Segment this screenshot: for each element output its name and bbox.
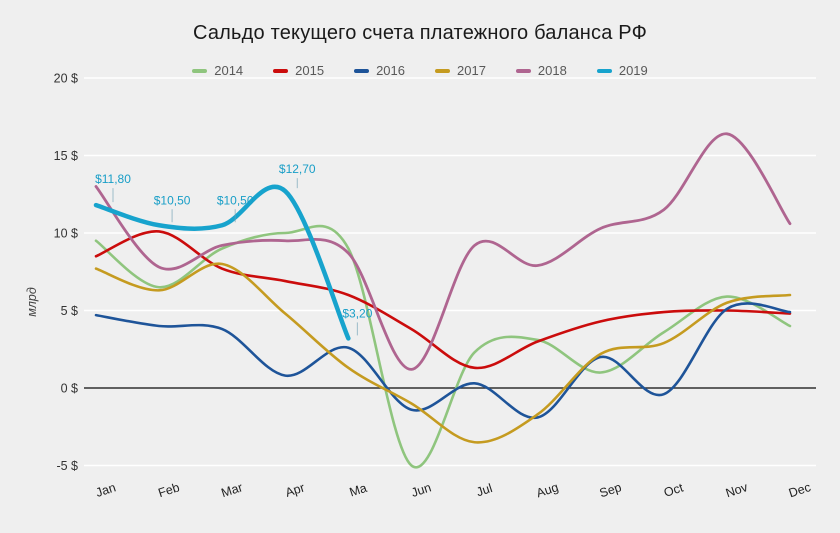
legend-label: 2016 [376,63,405,78]
y-tick-label: -5 $ [56,459,78,473]
x-tick-label: Oct [662,480,685,499]
legend-label: 2017 [457,63,486,78]
chart-title: Сальдо текущего счета платежного баланса… [192,22,648,44]
legend-swatch-2017 [435,68,450,73]
x-tick-label: Ma [348,481,369,500]
y-axis-title: млрд [25,287,39,317]
legend-swatch-2014 [192,68,208,73]
x-tick-label: Dec [787,480,812,500]
annotation-label: $10,50 [154,193,191,207]
series-line-2019 [93,184,351,341]
x-tick-label: Mar [220,480,245,500]
annotation-label: $11,80 [95,172,131,186]
legend-item-2018[interactable]: 2018 [515,63,567,78]
y-tick-label: 20 $ [54,72,78,86]
y-tick-label: 10 $ [54,227,78,241]
legend-swatch-2015 [273,68,289,73]
legend-item-2016[interactable]: 2016 [354,63,405,78]
x-tick-label: Jul [475,481,495,499]
legend-item-2019[interactable]: 2019 [596,63,648,78]
legend-item-2015[interactable]: 2015 [273,63,324,78]
x-tick-label: Aug [535,480,561,500]
x-tick-label: Apr [284,481,307,500]
legend-label: 2018 [537,63,567,78]
legend-item-2017[interactable]: 2017 [435,63,486,78]
x-tick-label: Jan [94,480,118,500]
annotation-label: $3,20 [342,306,372,320]
x-tick-label: Feb [156,480,181,500]
legend: 2014 2015 2016 2017 2018 2019 [0,63,840,78]
legend-swatch-2016 [354,68,370,73]
series-line-2016 [94,302,792,419]
legend-item-2014[interactable]: 2014 [192,63,243,78]
legend-label: 2015 [295,63,325,78]
series-line-2018 [94,132,792,371]
legend-label: 2019 [618,63,648,78]
series-line-2015 [94,230,792,370]
y-tick-label: 15 $ [54,149,78,163]
legend-label: 2014 [214,63,244,78]
x-tick-label: Sep [598,480,624,500]
y-tick-label: 0 $ [61,382,78,396]
x-tick-label: Jun [409,480,433,500]
series-line-2014 [94,224,792,469]
y-tick-label: 5 $ [61,304,78,318]
annotation-label: $10,50 [217,193,254,207]
legend-swatch-2019 [596,68,612,73]
legend-swatch-2018 [515,68,531,73]
annotation-label: $12,70 [279,162,316,176]
series-line-2017 [94,262,792,444]
x-tick-label: Nov [724,480,750,500]
